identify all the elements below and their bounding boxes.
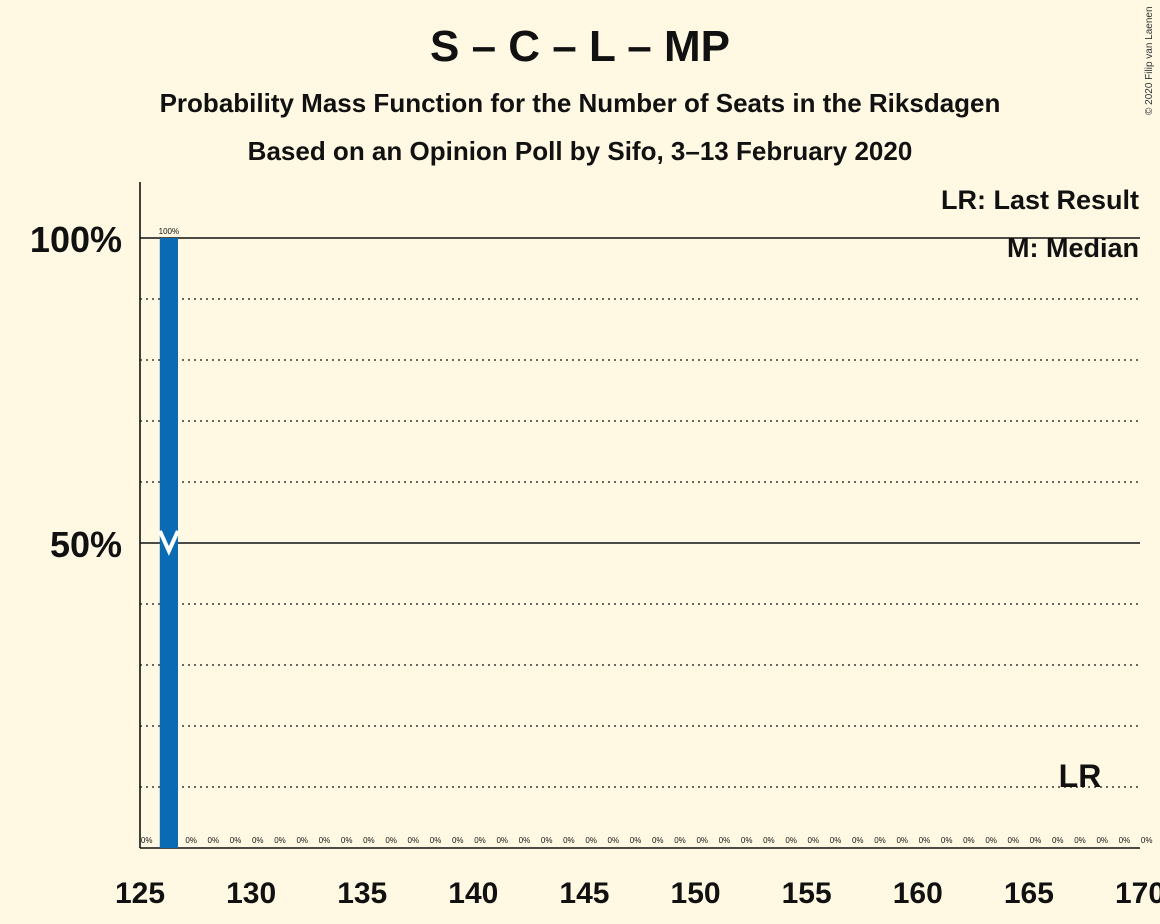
x-tick-label: 125 [115,877,165,910]
bar-value-label: 0% [963,836,975,845]
bar-value-label: 0% [585,836,597,845]
bar-value-label: 0% [1030,836,1042,845]
bar-value-label: 0% [785,836,797,845]
legend-entry: M: Median [1007,233,1139,263]
chart-title: S – C – L – MP [430,22,730,71]
bar-value-label: 0% [608,836,620,845]
x-tick-label: 165 [1004,877,1054,910]
x-tick-label: 140 [448,877,498,910]
x-tick-label: 145 [559,877,609,910]
bar-value-label: 0% [808,836,820,845]
bar-value-label: 0% [1141,836,1153,845]
legend-entry: LR: Last Result [941,185,1139,215]
bar-value-label: 0% [741,836,753,845]
bar-value-label: 0% [519,836,531,845]
chart-source: Based on an Opinion Poll by Sifo, 3–13 F… [247,136,913,166]
bar-value-label: 0% [1008,836,1020,845]
bar-value-label: 0% [452,836,464,845]
bar-value-label: 0% [630,836,642,845]
bar-value-label: 0% [319,836,331,845]
bar-value-label: 0% [341,836,353,845]
x-tick-label: 150 [671,877,721,910]
bar-value-label: 0% [185,836,197,845]
bar-value-label: 0% [896,836,908,845]
x-tick-label: 160 [893,877,943,910]
bar-value-label: 0% [541,836,553,845]
bar-value-label: 0% [430,836,442,845]
bar-value-label: 0% [852,836,864,845]
bar-value-label: 0% [363,836,375,845]
bar-value-label: 100% [159,227,179,236]
x-tick-label: 155 [782,877,832,910]
bar-value-label: 0% [652,836,664,845]
bar-value-label: 0% [941,836,953,845]
x-tick-label: 170 [1115,877,1160,910]
x-tick-label: 130 [226,877,276,910]
bar-value-label: 0% [230,836,242,845]
bar-value-label: 0% [830,836,842,845]
bar-value-label: 0% [252,836,264,845]
bar-value-label: 0% [408,836,420,845]
x-tick-label: 135 [337,877,387,910]
chart-subtitle: Probability Mass Function for the Number… [159,88,1001,118]
bar-value-label: 0% [674,836,686,845]
bar-value-label: 0% [985,836,997,845]
bar-value-label: 0% [496,836,508,845]
bar-value-label: 0% [296,836,308,845]
bar-value-label: 0% [874,836,886,845]
bar-value-label: 0% [141,836,153,845]
bar-value-label: 0% [1074,836,1086,845]
bar-value-label: 0% [919,836,931,845]
y-tick-label: 100% [30,219,122,260]
median-marker [158,530,180,556]
last-result-label: LR [1059,758,1102,794]
bar-value-label: 0% [719,836,731,845]
bar-value-label: 0% [1119,836,1131,845]
bar [159,238,178,848]
bar-value-label: 0% [385,836,397,845]
bar-value-label: 0% [763,836,775,845]
bar-value-label: 0% [474,836,486,845]
y-tick-label: 50% [50,524,122,565]
bar-value-label: 0% [696,836,708,845]
bar-value-label: 0% [274,836,286,845]
bar-value-label: 0% [1096,836,1108,845]
bar-value-label: 0% [563,836,575,845]
bar-value-label: 0% [208,836,220,845]
bar-value-label: 0% [1052,836,1064,845]
